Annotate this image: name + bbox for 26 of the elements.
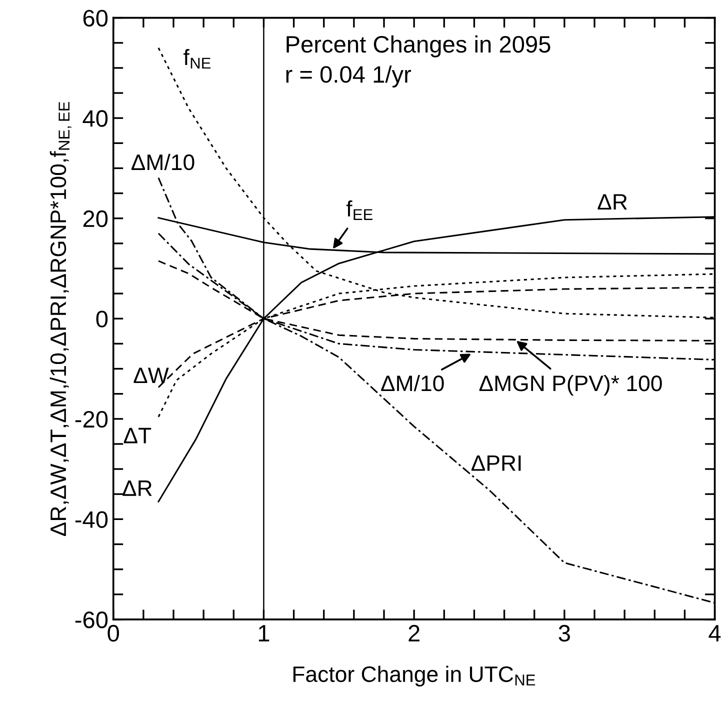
- annotation: f$_{EE}$: [346, 200, 373, 220]
- x-tick-label: 2: [408, 624, 420, 642]
- annotation: ΔR: [122, 480, 152, 496]
- x-tick-label: 0: [108, 624, 119, 642]
- y-axis-title: ΔR,ΔW,ΔT,ΔM,/10,ΔPRI,ΔRGNP*100,f$_{NE,EE}$: [50, 102, 72, 536]
- x-tick-label: 3: [558, 624, 570, 642]
- x-axis-title: Factor Change in UTC$_{NE}$: [293, 666, 536, 686]
- x-tick-label: 4: [708, 625, 721, 642]
- annotation: ΔM/10: [381, 374, 444, 392]
- annotation: f$_{NE}$: [184, 48, 211, 69]
- y-tick-label: 60: [83, 10, 108, 27]
- y-tick-label: 40: [82, 110, 108, 127]
- text: Percent Changes in 2095: [286, 35, 550, 58]
- annotation: ΔW: [134, 368, 169, 384]
- y-tick-label: -20: [75, 410, 108, 428]
- text: r = 0.04 1/yr: [286, 65, 412, 88]
- annotation: ΔR: [598, 194, 627, 210]
- annotation: ΔT: [124, 428, 152, 444]
- y-tick-label: 0: [96, 310, 108, 328]
- y-tick-label: -60: [75, 612, 108, 628]
- y-tick-label: -40: [75, 511, 108, 528]
- x-tick-label: 1: [258, 625, 270, 642]
- y-tick-label: 20: [83, 210, 108, 228]
- annotation: ΔM/10: [132, 154, 194, 170]
- annotation: ΔMGN P(PV)* 100: [479, 374, 662, 396]
- annotation: ΔPRI: [471, 455, 521, 471]
